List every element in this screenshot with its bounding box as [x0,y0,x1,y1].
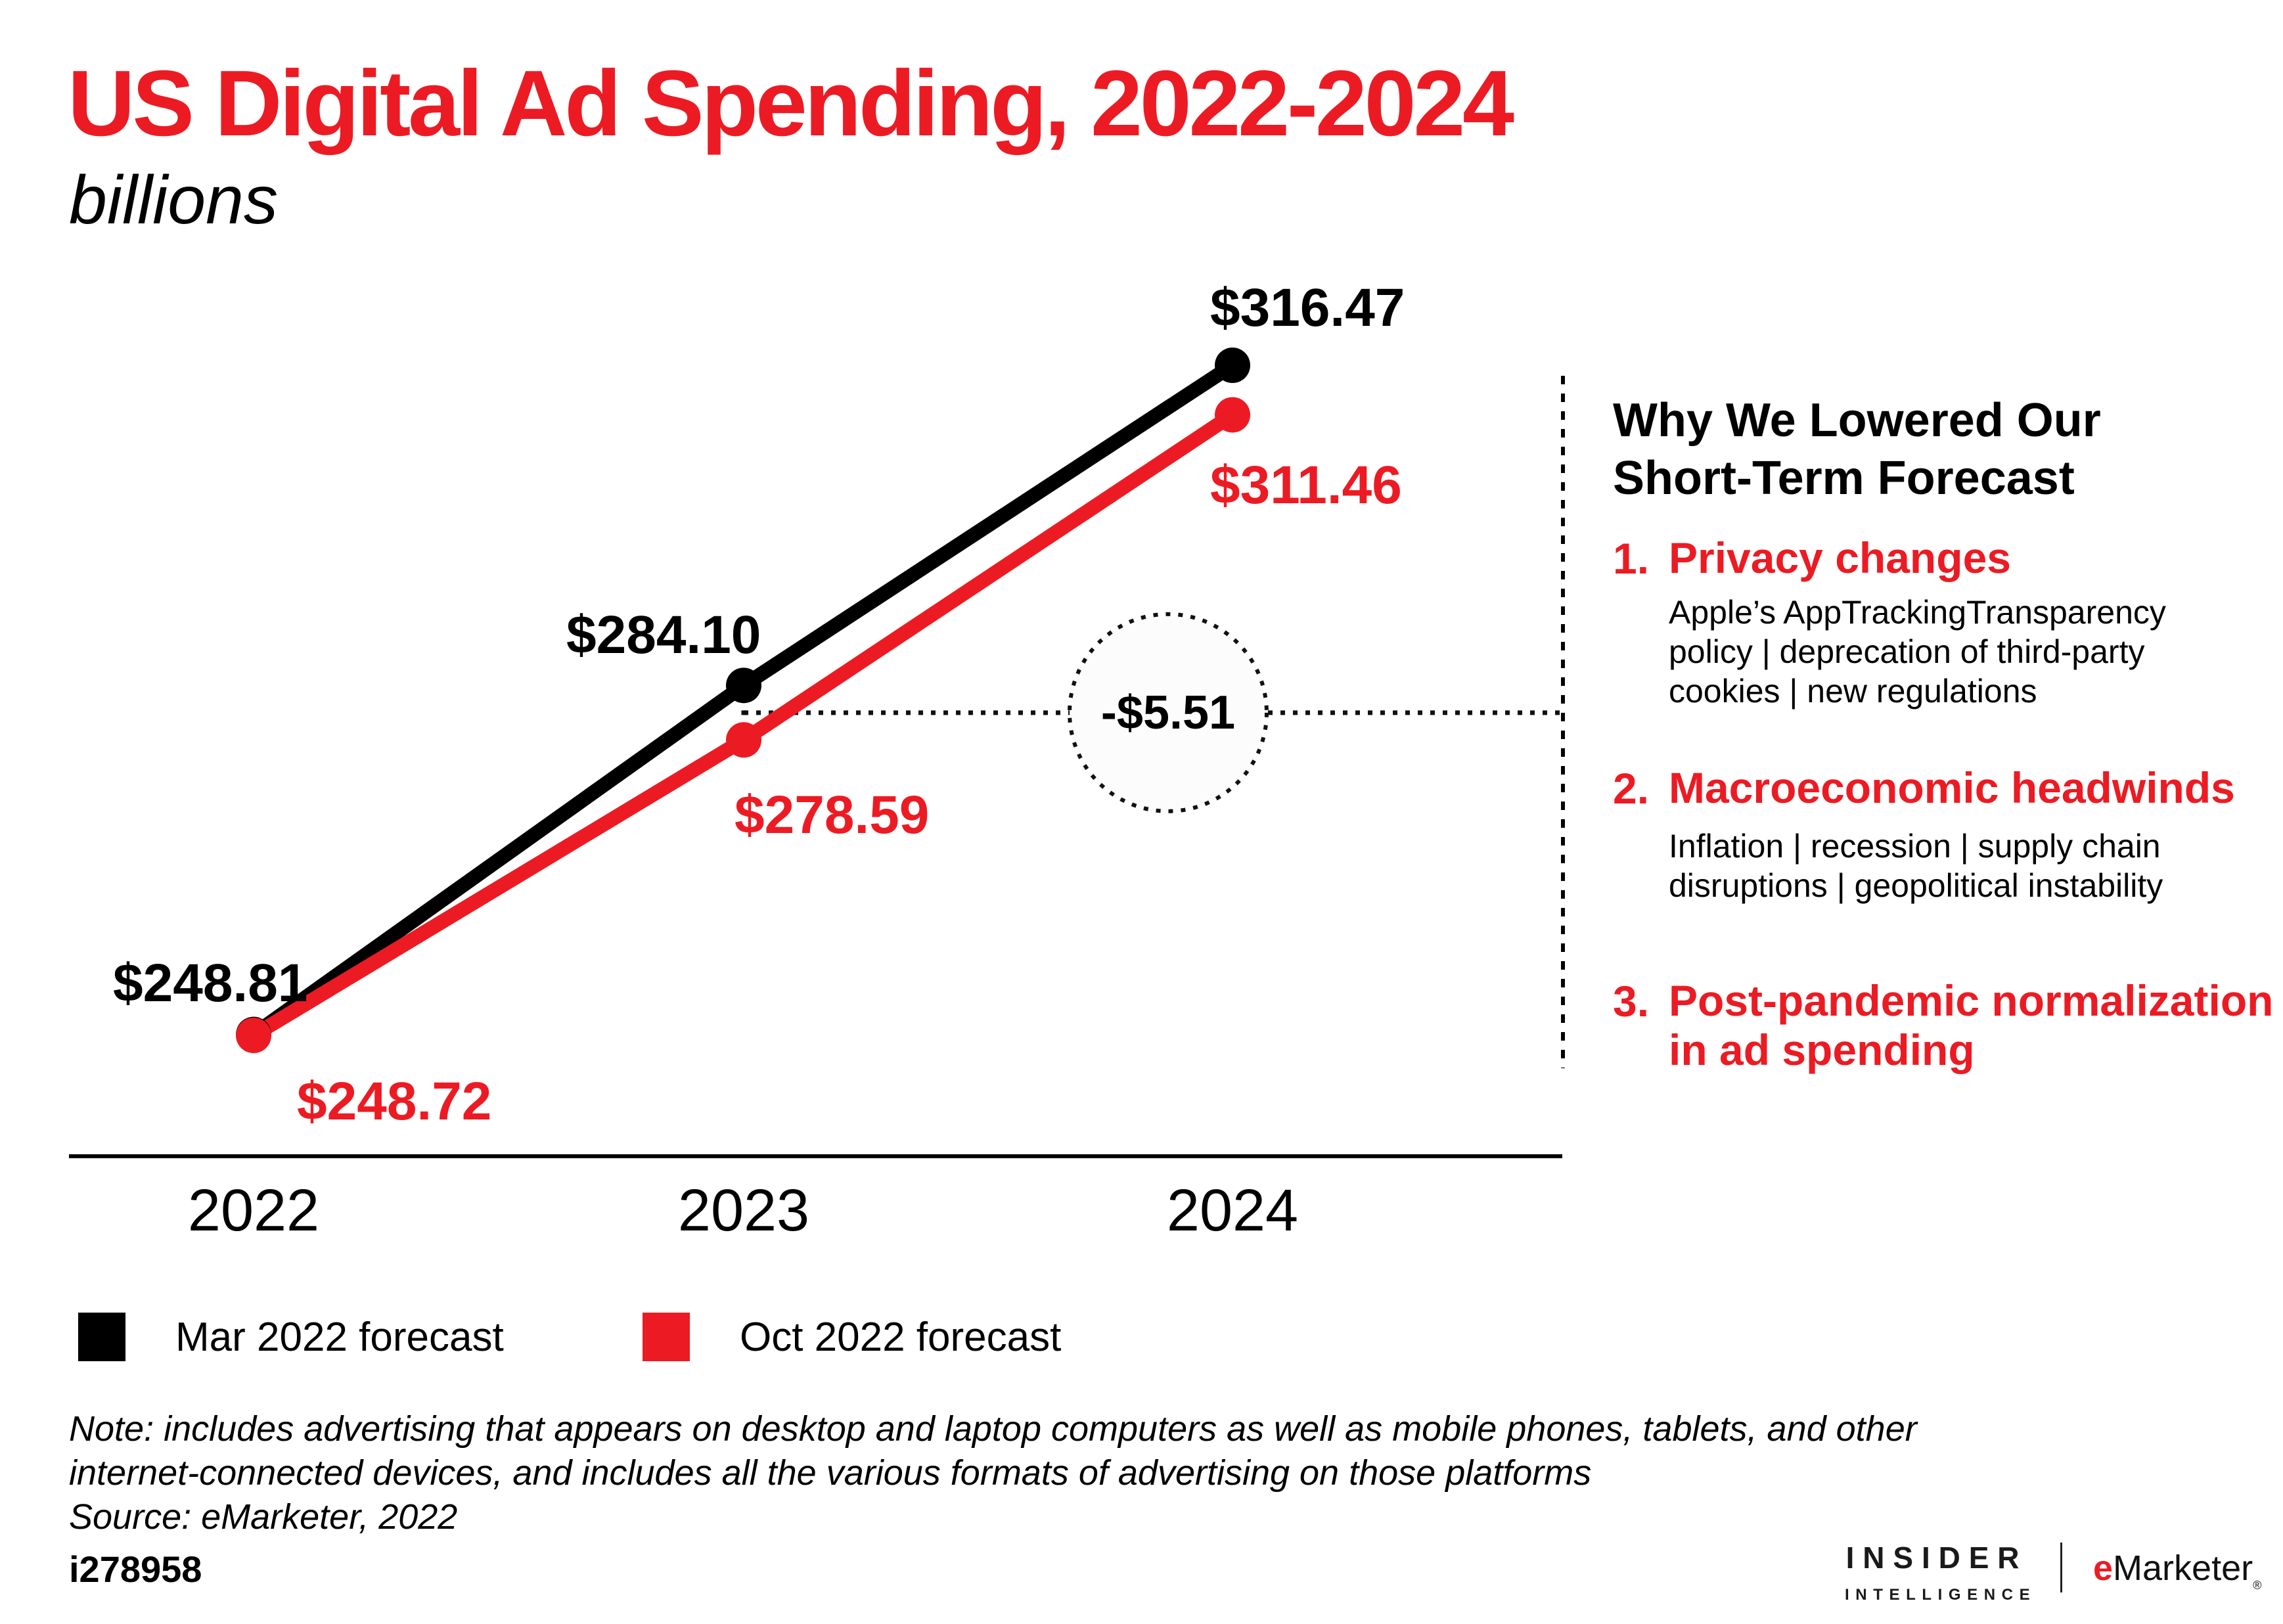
x-tick-2024: 2024 [1166,1178,1299,1244]
emarketer-logo-e: e [2093,1548,2113,1588]
value-label-mar-2024: $316.47 [1210,278,1405,338]
panel-heading: Why We Lowered Our Short-Term Forecast [1613,392,2101,507]
panel-item-3-title-line: Post-pandemic normalization [1669,976,2274,1025]
legend-item-mar-forecast: Mar 2022 forecast [78,1313,504,1361]
panel-item-2-body: Inflation | recession | supply chain dis… [1669,826,2163,905]
value-label-oct-2022: $248.72 [297,1071,492,1131]
panel-item-2-body-line: disruptions | geopolitical instability [1669,867,2163,904]
data-point-oct-2023 [726,722,761,758]
x-tick-2022: 2022 [187,1178,320,1244]
value-label-oct-2024: $311.46 [1210,455,1402,515]
panel-item-1-title: Privacy changes [1669,533,2011,582]
registered-trademark-icon: ® [2253,1579,2262,1592]
legend-item-oct-forecast: Oct 2022 forecast [643,1313,1061,1361]
data-point-mar-2023 [726,667,761,704]
x-tick-2023: 2023 [677,1178,810,1244]
panel-item-1-body-line: cookies | new regulations [1669,673,2037,710]
legend-label: Mar 2022 forecast [175,1314,504,1360]
insider-intelligence-logo: INSIDER INTELLIGENCE [1845,1540,2037,1604]
difference-annotation-label: -$5.51 [1100,687,1236,739]
insider-logo-text: INSIDER [1845,1541,2028,1575]
emarketer-logo-text: Marketer [2113,1548,2253,1588]
panel-item-2-number: 2. [1613,764,1650,813]
panel-item-3-title: Post-pandemic normalization in ad spendi… [1669,976,2273,1075]
chart-id: i278958 [69,1548,202,1590]
legend-swatch-black [78,1313,125,1361]
footnote: Note: includes advertising that appears … [69,1407,1917,1539]
panel-item-1-body: Apple’s AppTrackingTransparency policy |… [1669,593,2166,711]
footnote-line: Note: includes advertising that appears … [69,1409,1917,1449]
panel-item-1-number: 1. [1613,534,1650,583]
panel-heading-line: Why We Lowered Our [1613,394,2101,447]
panel-item-2-title: Macroeconomic headwinds [1669,763,2235,812]
panel-item-3-title-line: in ad spending [1669,1026,1975,1074]
value-label-oct-2023: $278.59 [735,785,930,845]
data-point-oct-2022 [236,1018,271,1053]
panel-divider-dashed-line [1561,376,1565,1068]
difference-annotation-circle [1068,612,1269,813]
panel-item-1-body-line: Apple’s AppTrackingTransparency [1669,594,2166,631]
value-label-mar-2023: $284.10 [566,605,761,665]
legend-swatch-red [643,1313,690,1361]
page-subtitle: billions [69,162,278,238]
intelligence-logo-text: INTELLIGENCE [1845,1586,2037,1604]
source-line: Source: eMarketer, 2022 [69,1497,458,1537]
value-label-mar-2022: $248.81 [113,953,308,1013]
logo-divider [2060,1543,2062,1592]
page-title: US Digital Ad Spending, 2022-2024 [68,51,1514,156]
footnote-line: internet-connected devices, and includes… [69,1453,1592,1493]
panel-item-3-number: 3. [1613,977,1650,1026]
panel-item-1-body-line: policy | deprecation of third-party [1669,633,2145,670]
emarketer-logo: eMarketer® [2093,1548,2262,1592]
legend-label: Oct 2022 forecast [740,1314,1062,1360]
data-point-oct-2024 [1215,397,1250,433]
data-point-mar-2024 [1215,348,1250,384]
panel-item-2-body-line: Inflation | recession | supply chain [1669,828,2161,865]
panel-heading-line: Short-Term Forecast [1613,452,2075,505]
